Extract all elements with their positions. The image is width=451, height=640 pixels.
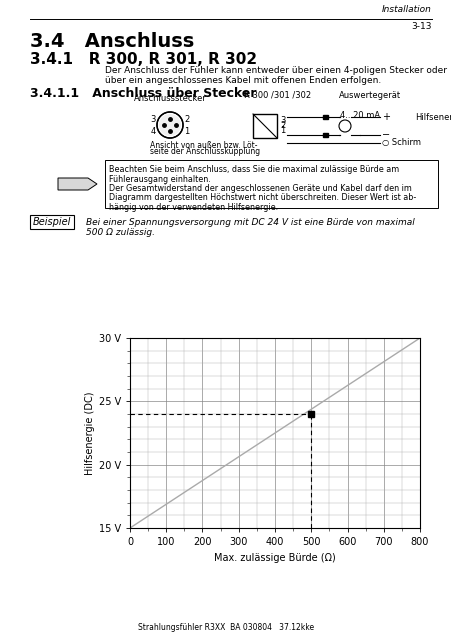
Text: über ein angeschlossenes Kabel mit offenen Enden erfolgen.: über ein angeschlossenes Kabel mit offen… [105, 76, 380, 85]
Text: seite der Anschlusskupplung: seite der Anschlusskupplung [150, 147, 259, 156]
Text: R 300 /301 /302: R 300 /301 /302 [244, 91, 311, 100]
Text: 1: 1 [184, 127, 189, 136]
FancyArrow shape [58, 178, 97, 190]
Text: Der Anschluss der Fühler kann entweder über einen 4-poligen Stecker oder: Der Anschluss der Fühler kann entweder ü… [105, 66, 446, 75]
Text: 1: 1 [279, 126, 285, 135]
Text: Fühlerausgang einhalten.: Fühlerausgang einhalten. [109, 175, 210, 184]
Text: hängig von der verwendeten Hilfsenergie.: hängig von der verwendeten Hilfsenergie. [109, 203, 277, 212]
Text: Installation: Installation [381, 5, 431, 14]
Text: Ansicht von außen bzw. Löt-: Ansicht von außen bzw. Löt- [150, 141, 257, 150]
Text: Auswertegerät: Auswertegerät [338, 91, 400, 100]
Text: +: + [381, 112, 389, 122]
Text: Beachten Sie beim Anschluss, dass Sie die maximal zulässige Bürde am: Beachten Sie beim Anschluss, dass Sie di… [109, 165, 398, 174]
Bar [322, 133, 327, 137]
Circle shape [159, 114, 180, 136]
Bar [322, 115, 327, 119]
Text: Beispiel: Beispiel [33, 217, 71, 227]
Text: Hilfsenergie: Hilfsenergie [414, 113, 451, 122]
Text: 500 Ω zulässig.: 500 Ω zulässig. [86, 228, 155, 237]
Text: Anschlussstecker: Anschlussstecker [133, 94, 206, 103]
Text: Bei einer Spannungsversorgung mit DC 24 V ist eine Bürde von maximal: Bei einer Spannungsversorgung mit DC 24 … [86, 218, 414, 227]
Text: 3-13: 3-13 [410, 22, 431, 31]
Text: ○ Schirm: ○ Schirm [381, 138, 420, 147]
X-axis label: Max. zulässige Bürde (Ω): Max. zulässige Bürde (Ω) [214, 552, 335, 563]
Text: 3: 3 [279, 116, 285, 125]
Text: Der Gesamtwiderstand der angeschlossenen Geräte und Kabel darf den im: Der Gesamtwiderstand der angeschlossenen… [109, 184, 411, 193]
Text: Strahlungsfühler R3XX  BA 030804   37.12kke: Strahlungsfühler R3XX BA 030804 37.12kke [138, 623, 313, 632]
Bar [253, 114, 276, 138]
Text: 3: 3 [150, 115, 156, 125]
Text: 2: 2 [184, 115, 189, 125]
Text: Diagramm dargestellten Höchstwert nicht überschreiten. Dieser Wert ist ab-: Diagramm dargestellten Höchstwert nicht … [109, 193, 415, 202]
Bar [30, 215, 74, 229]
Bar [105, 160, 437, 208]
Text: 4...20 mA: 4...20 mA [339, 111, 379, 120]
Text: 4: 4 [151, 127, 156, 136]
Text: 2: 2 [279, 122, 285, 131]
Text: −: − [381, 130, 389, 140]
Text: 3.4.1.1   Anschluss über Stecker: 3.4.1.1 Anschluss über Stecker [30, 87, 256, 100]
Text: 3.4   Anschluss: 3.4 Anschluss [30, 32, 194, 51]
Text: 3.4.1   R 300, R 301, R 302: 3.4.1 R 300, R 301, R 302 [30, 52, 257, 67]
Y-axis label: Hilfsenergie (DC): Hilfsenergie (DC) [84, 391, 94, 475]
